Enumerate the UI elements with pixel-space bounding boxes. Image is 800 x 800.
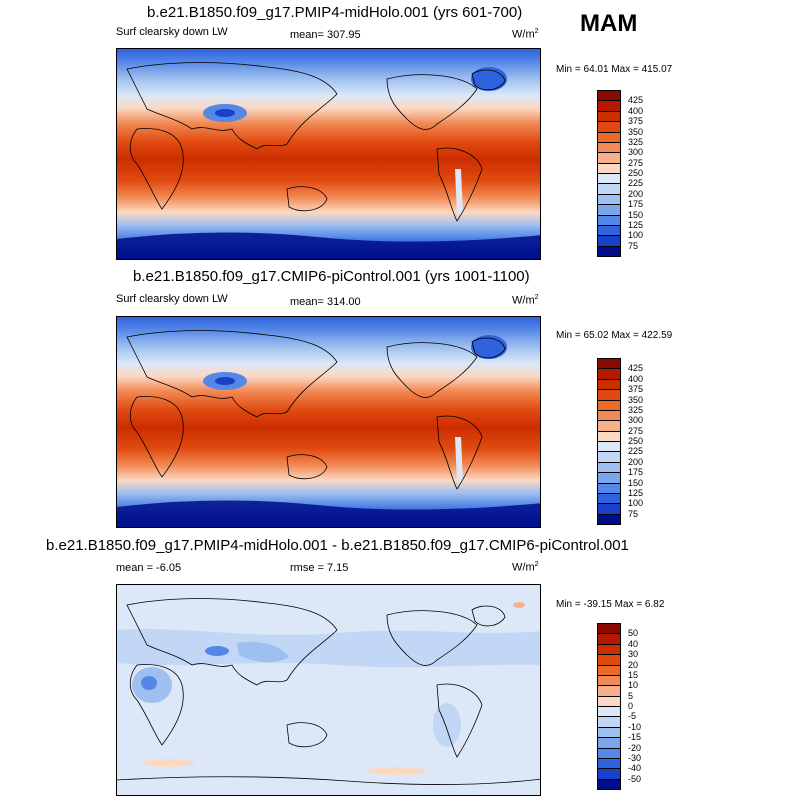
panel-2-andes-anomaly xyxy=(455,437,463,482)
colorbar-tick-label: 15 xyxy=(628,669,639,680)
colorbar-tick-label: 5 xyxy=(628,690,634,701)
panel-1-greenland-anomaly xyxy=(471,67,507,91)
colorbar-swatch xyxy=(597,245,621,257)
colorbar-tick-label: 325 xyxy=(628,404,644,415)
panel-3-coastlines xyxy=(117,598,540,785)
panel-2-units: W/m2 xyxy=(512,294,539,307)
panel-3-rmse-label: rmse = 7.15 xyxy=(290,562,349,574)
colorbar-tick-label: 350 xyxy=(628,126,644,137)
colorbar-tick-label: -10 xyxy=(628,721,642,732)
panel-3-map-field xyxy=(117,585,540,795)
colorbar-tick-label: 150 xyxy=(628,209,644,220)
panel-3-positive-patch-2 xyxy=(367,767,427,775)
panel-3-units: W/m2 xyxy=(512,561,539,574)
colorbar-tick-label: -30 xyxy=(628,752,642,763)
colorbar-tick-label: 375 xyxy=(628,384,644,395)
colorbar-tick-label: 125 xyxy=(628,487,644,498)
colorbar-tick-label: 400 xyxy=(628,105,644,116)
panel-2-map xyxy=(116,316,541,528)
colorbar-tick-label: 100 xyxy=(628,230,644,241)
panel-3-mean-label: mean = -6.05 xyxy=(116,562,182,574)
colorbar-tick-label: 75 xyxy=(628,240,639,251)
colorbar-tick-label: 175 xyxy=(628,199,644,210)
colorbar-tick-label: 225 xyxy=(628,178,644,189)
panel-3-min-max: Min = -39.15 Max = 6.82 xyxy=(556,599,665,610)
colorbar-tick-label: 325 xyxy=(628,136,644,147)
colorbar-tick-label: 150 xyxy=(628,477,644,488)
colorbar-tick-label: 225 xyxy=(628,446,644,457)
colorbar-tick-label: 100 xyxy=(628,498,644,509)
colorbar-tick-label: 175 xyxy=(628,467,644,478)
panel-3-india-anomaly xyxy=(205,646,229,656)
colorbar-tick-label: 10 xyxy=(628,680,639,691)
colorbar-tick-label: 20 xyxy=(628,659,639,670)
panel-3-title: b.e21.B1850.f09_g17.PMIP4-midHolo.001 - … xyxy=(46,537,629,554)
colorbar-tick-label: 300 xyxy=(628,147,644,158)
panel-2-variable-label: Surf clearsky down LW xyxy=(116,293,228,305)
colorbar-tick-label: 250 xyxy=(628,436,644,446)
colorbar-tick-label: 0 xyxy=(628,701,634,711)
panel-3-positive-patch-3 xyxy=(513,602,525,608)
colorbar-tick-label: -50 xyxy=(628,773,642,784)
panel-1-antarctica-field xyxy=(117,232,540,259)
colorbar-tick-label: 425 xyxy=(628,363,644,374)
panel-3-positive-patch-1 xyxy=(143,759,195,767)
colorbar-swatch xyxy=(597,778,621,790)
panel-2-min-max: Min = 65.02 Max = 422.59 xyxy=(556,330,673,341)
colorbar-swatch xyxy=(597,513,621,525)
panel-1-mean-label: mean= 307.95 xyxy=(290,29,361,41)
panel-1-variable-label: Surf clearsky down LW xyxy=(116,26,228,38)
colorbar-tick-label: -5 xyxy=(628,711,637,722)
panel-1-title: b.e21.B1850.f09_g17.PMIP4-midHolo.001 (y… xyxy=(147,4,523,21)
panel-2-map-field xyxy=(117,317,540,527)
panel-1-min-max: Min = 64.01 Max = 415.07 xyxy=(556,64,673,75)
colorbar-tick-label: 275 xyxy=(628,425,644,436)
panel-3-colorbar xyxy=(597,623,621,790)
panel-1-map xyxy=(116,48,541,260)
panel-1-colorbar xyxy=(597,90,621,257)
colorbar-tick-label: 250 xyxy=(628,168,644,178)
panel-2-colorbar xyxy=(597,358,621,525)
colorbar-tick-label: 200 xyxy=(628,456,644,467)
panel-1-units: W/m2 xyxy=(512,28,539,41)
colorbar-tick-label: 400 xyxy=(628,373,644,384)
colorbar-tick-label: 300 xyxy=(628,415,644,426)
colorbar-tick-label: 40 xyxy=(628,638,639,649)
season-label: MAM xyxy=(580,10,638,37)
colorbar-tick-label: 425 xyxy=(628,95,644,106)
colorbar-tick-label: 375 xyxy=(628,116,644,127)
colorbar-tick-label: -40 xyxy=(628,763,642,774)
colorbar-tick-label: 50 xyxy=(628,628,639,639)
panel-2-greenland-anomaly xyxy=(471,335,507,359)
colorbar-tick-label: -20 xyxy=(628,742,642,753)
panel-2-coastlines xyxy=(126,330,506,490)
panel-2-mean-label: mean= 314.00 xyxy=(290,296,361,308)
colorbar-tick-label: 125 xyxy=(628,219,644,230)
panel-3-samerica-anomaly xyxy=(433,703,461,747)
colorbar-tick-label: -15 xyxy=(628,732,642,743)
colorbar-tick-label: 75 xyxy=(628,508,639,519)
colorbar-tick-label: 350 xyxy=(628,394,644,405)
panel-1-andes-anomaly xyxy=(455,169,463,214)
panel-2-title: b.e21.B1850.f09_g17.CMIP6-piControl.001 … xyxy=(133,268,530,285)
colorbar-tick-label: 200 xyxy=(628,188,644,199)
panel-3-map xyxy=(116,584,541,796)
panel-1-map-field xyxy=(117,49,540,259)
colorbar-tick-label: 30 xyxy=(628,649,639,660)
panel-3-northern-band xyxy=(117,628,540,668)
panel-1-coastlines xyxy=(126,62,506,222)
panel-2-antarctica-field xyxy=(117,500,540,527)
colorbar-tick-label: 275 xyxy=(628,157,644,168)
